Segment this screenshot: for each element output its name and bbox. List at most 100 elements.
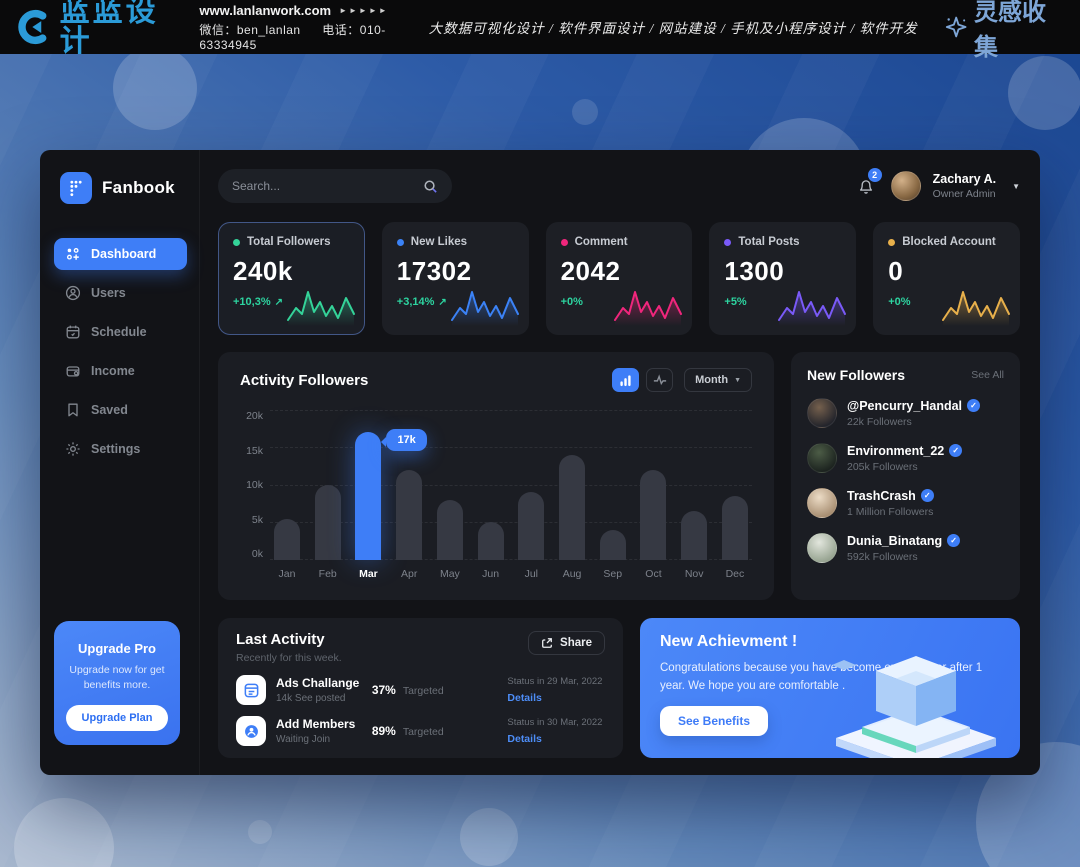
bar-apr[interactable]: [396, 470, 423, 560]
lanlan-logo[interactable]: 蓝蓝设计: [16, 0, 183, 57]
isometric-cube-illustration: [832, 656, 996, 758]
verified-badge-icon: ✓: [949, 444, 963, 457]
bar-mar[interactable]: 17k: [355, 429, 427, 560]
arrows-icon: ►►►►►: [339, 5, 389, 15]
background-circle: [248, 820, 272, 844]
follower-name: @Pencurry_Handal: [847, 398, 963, 413]
sidebar-item-schedule[interactable]: Schedule: [54, 316, 187, 348]
stat-change: +10,3%: [233, 296, 271, 308]
follower-row[interactable]: @Pencurry_Handal ✓ 22k Followers: [807, 398, 1004, 428]
search-icon[interactable]: [423, 179, 438, 194]
accent-dot: [396, 238, 404, 246]
accent-dot: [560, 238, 568, 246]
period-value: Month: [695, 374, 729, 386]
x-tick: Jul: [524, 568, 539, 580]
details-link[interactable]: Details: [507, 692, 542, 704]
details-link[interactable]: Details: [507, 733, 542, 745]
period-dropdown[interactable]: Month ▼: [684, 368, 752, 392]
follower-row[interactable]: Environment_22 ✓ 205k Followers: [807, 443, 1004, 473]
follower-row[interactable]: TrashCrash ✓ 1 Million Followers: [807, 488, 1004, 518]
bar-jul[interactable]: [518, 492, 545, 560]
stat-change: +0%: [560, 296, 583, 308]
share-label: Share: [560, 637, 592, 649]
see-all-link[interactable]: See All: [971, 369, 1004, 381]
line-chart-view-button[interactable]: [646, 368, 674, 392]
new-followers-panel: New Followers See All @Pencurry_Handal ✓ …: [791, 352, 1020, 600]
bar-aug[interactable]: [559, 455, 586, 560]
member-icon: [236, 716, 266, 746]
bar-sep[interactable]: [599, 530, 626, 560]
stat-card-new-likes[interactable]: New Likes 17302 +3,14% ↗: [381, 222, 529, 335]
bar-chart-view-button[interactable]: [612, 368, 640, 392]
x-tick: Apr: [400, 568, 418, 580]
search-input[interactable]: [232, 179, 423, 193]
stat-label: Total Followers: [247, 236, 331, 248]
bar-jan[interactable]: [274, 519, 300, 560]
verified-badge-icon: ✓: [947, 534, 961, 547]
bar-feb[interactable]: [314, 485, 341, 560]
stat-change: +0%: [888, 296, 911, 308]
stat-card-comment[interactable]: Comment 2042 +0%↗: [545, 222, 693, 335]
sidebar-item-dashboard[interactable]: Dashboard: [54, 238, 187, 270]
activity-row[interactable]: Add Members Waiting Join 89% Targeted St…: [236, 716, 605, 746]
share-icon: [542, 638, 552, 648]
activity-status: Status in 30 Mar, 2022: [507, 717, 603, 728]
stat-card-blocked-account[interactable]: Blocked Account 0 +0%↗: [873, 222, 1020, 335]
background-circle: [460, 808, 518, 866]
x-tick: Jun: [482, 568, 500, 580]
user-info[interactable]: Zachary A. Owner Admin: [933, 172, 996, 200]
verified-badge-icon: ✓: [967, 399, 981, 412]
sparkline-chart: [613, 286, 683, 326]
bar-may[interactable]: [436, 500, 463, 560]
sidebar-item-label: Income: [91, 364, 135, 378]
stat-label: Blocked Account: [902, 236, 996, 248]
upgrade-plan-button[interactable]: Upgrade Plan: [66, 705, 168, 731]
verified-badge-icon: ✓: [920, 489, 934, 502]
main-content: 2 Zachary A. Owner Admin ▼ Total Followe…: [200, 150, 1040, 775]
chevron-down-icon[interactable]: ▼: [1012, 181, 1020, 191]
schedule-icon: [66, 325, 80, 339]
sidebar-item-label: Saved: [91, 403, 128, 417]
activity-meta: Waiting Join: [276, 734, 331, 745]
background-circle: [572, 99, 598, 125]
chart-tooltip: 17k: [381, 429, 427, 451]
topbar: 2 Zachary A. Owner Admin ▼: [218, 168, 1020, 204]
app-name: Fanbook: [102, 178, 175, 197]
contact-block: www.lanlanwork.com ►►►►► 微信：ben_lanlan 电…: [199, 3, 428, 52]
bar-dec[interactable]: [721, 496, 748, 560]
app-logo[interactable]: Fanbook: [60, 172, 187, 204]
see-benefits-button[interactable]: See Benefits: [660, 705, 769, 736]
notifications-button[interactable]: 2: [853, 168, 882, 199]
website-link[interactable]: www.lanlanwork.com: [199, 2, 332, 18]
users-icon: [65, 285, 81, 301]
follower-name: TrashCrash: [847, 488, 916, 503]
follower-name: Environment_22: [847, 443, 945, 458]
stat-card-total-posts[interactable]: Total Posts 1300 +5%↗: [709, 222, 857, 335]
sidebar-item-settings[interactable]: Settings: [54, 433, 187, 465]
activity-followers-panel: Activity Followers: [218, 352, 774, 600]
sparkle-star-icon: [945, 16, 967, 38]
x-tick: May: [439, 568, 460, 580]
sidebar-item-income[interactable]: Income: [54, 355, 187, 387]
accent-dot: [724, 238, 732, 246]
sidebar-item-label: Dashboard: [91, 247, 157, 261]
bar-jun[interactable]: [477, 522, 504, 560]
sidebar-item-saved[interactable]: Saved: [54, 394, 187, 426]
sparkline-chart: [450, 286, 520, 326]
last-activity-panel: Last Activity Recently for this week. Sh…: [218, 618, 623, 758]
follower-row[interactable]: Dunia_Binatang ✓ 592k Followers: [807, 533, 1004, 563]
avatar: [807, 533, 837, 563]
user-avatar[interactable]: [890, 171, 921, 201]
stat-card-total-followers[interactable]: Total Followers 240k +10,3% ↗: [218, 222, 365, 335]
stat-value: 2042: [560, 256, 621, 286]
avatar: [807, 488, 837, 518]
search-bar[interactable]: [218, 169, 452, 203]
sidebar-item-users[interactable]: Users: [54, 277, 187, 309]
bar-nov[interactable]: [681, 511, 708, 560]
upgrade-pro-card: Upgrade Pro Upgrade now for get benefits…: [54, 620, 180, 745]
inspiration-logo[interactable]: 灵感收集: [944, 0, 1064, 62]
bar-oct[interactable]: [640, 470, 667, 560]
share-button[interactable]: Share: [528, 631, 605, 655]
follower-count: 22k Followers: [847, 415, 912, 428]
activity-row[interactable]: Ads Challange 14k See posted 37% Targete…: [236, 675, 605, 705]
